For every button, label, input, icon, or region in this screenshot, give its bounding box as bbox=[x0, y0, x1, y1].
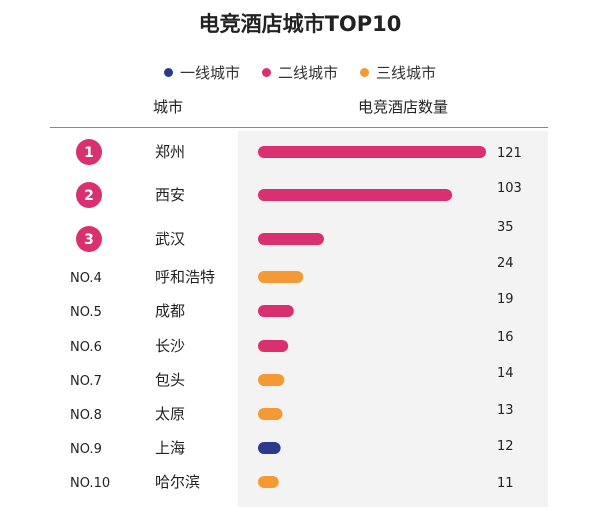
value-label: 19 bbox=[497, 292, 514, 307]
rank-badge-number: 1 bbox=[84, 145, 94, 161]
bar bbox=[258, 271, 304, 283]
legend-item-tier1: 一线城市 bbox=[163, 62, 240, 83]
city-label: 成都 bbox=[155, 302, 185, 320]
rank-label: NO.10 bbox=[70, 476, 110, 491]
bar bbox=[258, 340, 289, 352]
legend-label-tier1: 一线城市 bbox=[179, 63, 240, 82]
city-label: 包头 bbox=[155, 371, 185, 389]
chart-row: NO.6 长沙 16 bbox=[70, 330, 514, 355]
chart-row: NO.4 呼和浩特 24 bbox=[70, 256, 514, 286]
bar bbox=[258, 146, 486, 158]
legend-label-tier3: 三线城市 bbox=[376, 63, 437, 82]
city-label: 哈尔滨 bbox=[155, 473, 200, 491]
chart-row: 2 西安 103 bbox=[76, 181, 522, 208]
legend-item-tier2: 二线城市 bbox=[261, 62, 338, 83]
value-label: 16 bbox=[497, 330, 514, 345]
chart-row: NO.7 包头 14 bbox=[70, 366, 514, 389]
rank-label: NO.9 bbox=[70, 442, 102, 457]
bar bbox=[258, 374, 285, 386]
city-label: 上海 bbox=[155, 439, 185, 457]
bar bbox=[258, 442, 281, 454]
city-label: 呼和浩特 bbox=[155, 268, 215, 286]
rank-badge-number: 2 bbox=[84, 188, 94, 204]
city-label: 太原 bbox=[155, 405, 185, 423]
rank-label: NO.7 bbox=[70, 374, 102, 389]
value-label: 12 bbox=[497, 439, 514, 454]
legend-label-tier2: 二线城市 bbox=[277, 63, 338, 82]
city-label: 长沙 bbox=[155, 337, 185, 355]
legend-swatch-tier1 bbox=[163, 67, 173, 77]
chart-title: 电竞酒店城市TOP10 bbox=[198, 12, 402, 36]
value-label: 121 bbox=[497, 146, 522, 161]
legend-swatch-tier3 bbox=[360, 67, 369, 77]
header-divider bbox=[50, 127, 548, 128]
value-label: 14 bbox=[497, 366, 514, 381]
rank-label: NO.4 bbox=[70, 271, 102, 286]
chart-row: 1 郑州 121 bbox=[76, 139, 522, 165]
bar bbox=[258, 476, 279, 488]
legend-item-tier3: 三线城市 bbox=[360, 62, 436, 83]
city-column-header: 城市 bbox=[153, 98, 184, 116]
rank-label: NO.5 bbox=[70, 305, 102, 320]
value-column-header: 电竞酒店数量 bbox=[358, 98, 449, 116]
city-label: 郑州 bbox=[155, 143, 185, 161]
value-label: 103 bbox=[497, 181, 522, 196]
rank-badge-number: 3 bbox=[84, 232, 94, 248]
value-label: 24 bbox=[497, 256, 514, 271]
bar bbox=[258, 408, 283, 420]
chart-row: NO.9 上海 12 bbox=[70, 439, 514, 457]
city-label: 西安 bbox=[155, 186, 185, 204]
legend-swatch-tier2 bbox=[261, 67, 271, 77]
chart-row: NO.10 哈尔滨 11 bbox=[70, 473, 514, 491]
chart-row: NO.8 太原 13 bbox=[70, 403, 514, 423]
value-label: 13 bbox=[497, 403, 514, 418]
chart-row: NO.5 成都 19 bbox=[70, 292, 514, 320]
rank-label: NO.8 bbox=[70, 408, 102, 423]
value-label: 35 bbox=[497, 220, 514, 235]
chart-legend: 一线城市 二线城市 三线城市 bbox=[0, 60, 600, 84]
bar bbox=[258, 189, 453, 201]
value-label: 11 bbox=[497, 476, 514, 491]
bar bbox=[258, 233, 324, 245]
bar bbox=[258, 305, 294, 317]
rank-label: NO.6 bbox=[70, 340, 102, 355]
rank-badge bbox=[76, 226, 102, 252]
chart-row: 3 武汉 35 bbox=[76, 220, 514, 252]
city-label: 武汉 bbox=[155, 230, 185, 248]
rank-badge bbox=[76, 182, 102, 208]
rank-badge bbox=[76, 139, 102, 165]
